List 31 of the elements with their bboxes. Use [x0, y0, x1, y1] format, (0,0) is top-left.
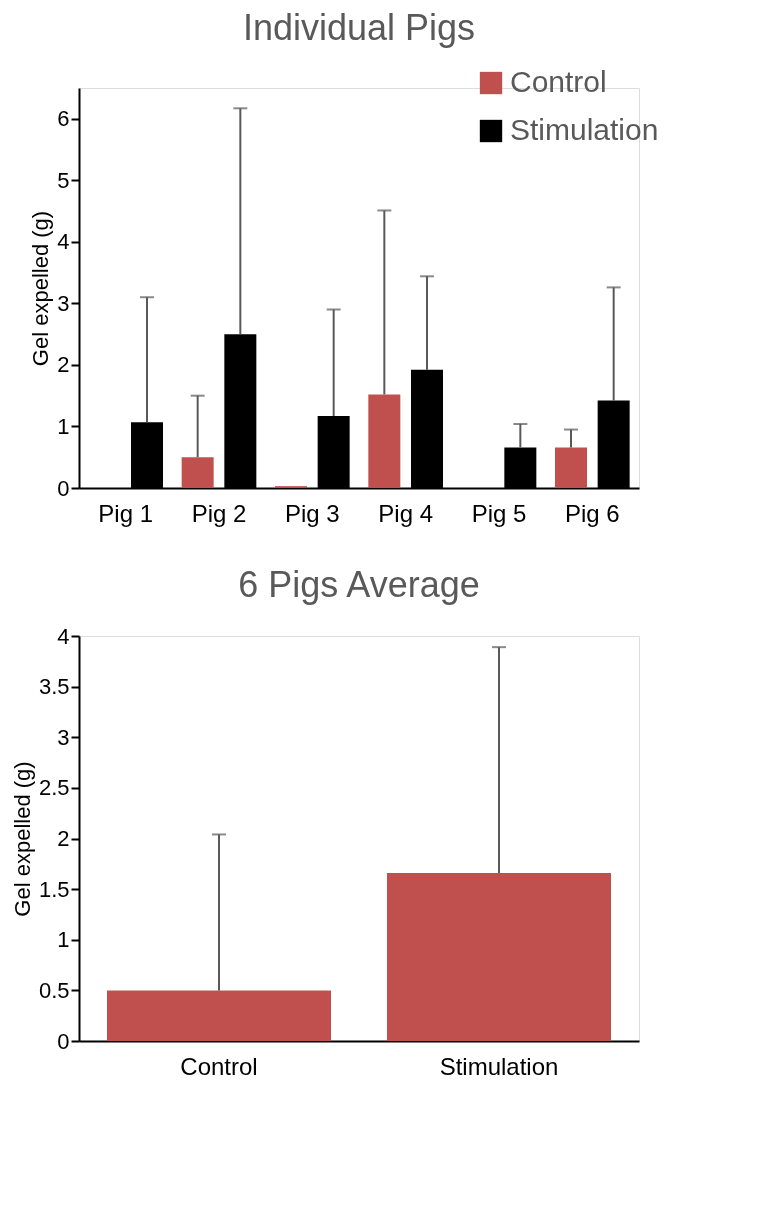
y-tick-label: 6: [57, 106, 70, 132]
chart-title: 6 Pigs Average: [238, 564, 480, 605]
y-tick-label: 3: [57, 290, 70, 316]
chart-title: Individual Pigs: [242, 7, 476, 48]
bar: [368, 394, 401, 488]
x-tick-label: Pig 6: [564, 499, 620, 527]
y-tick-label: 4: [57, 623, 70, 649]
y-tick-label: 0.5: [38, 977, 70, 1003]
y-tick-label: 1: [57, 927, 70, 953]
y-tick-label: 2: [57, 826, 70, 851]
y-tick-label: 1.5: [38, 876, 70, 902]
y-tick-label: 0: [57, 1028, 70, 1054]
x-tick-label: Pig 5: [471, 499, 527, 527]
legend-label: Control: [510, 65, 607, 98]
x-tick-label: Pig 4: [378, 499, 434, 527]
bar: [555, 447, 587, 488]
y-tick-label: 2: [57, 352, 70, 378]
y-tick-label: 3.5: [38, 674, 70, 700]
x-tick-label: Pig 3: [284, 499, 340, 527]
y-axis-title: Gel expelled (g): [28, 210, 54, 367]
y-axis-title: Gel expelled (g): [9, 761, 35, 917]
y-tick-label: 3: [57, 724, 70, 750]
y-tick-label: 1: [57, 413, 70, 439]
y-tick-label: 5: [57, 167, 70, 193]
y-tick-label: 0: [57, 475, 70, 501]
legend-label: Stimulation: [510, 113, 659, 146]
x-tick-label: Pig 1: [98, 499, 154, 527]
y-tick-label: 2.5: [38, 775, 70, 801]
x-tick-label: Pig 2: [191, 499, 247, 527]
y-tick-label: 4: [57, 229, 70, 255]
bar: [181, 457, 214, 488]
